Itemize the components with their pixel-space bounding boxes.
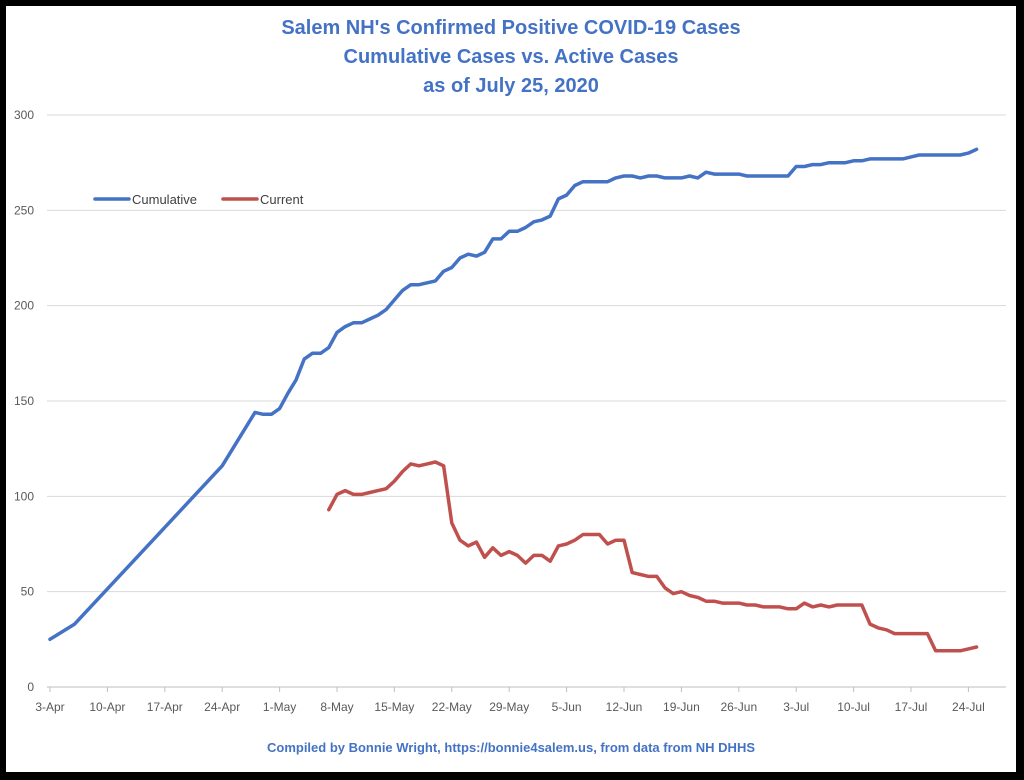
y-tick-label: 0 [27, 680, 34, 694]
chart-title-line-2: Cumulative Cases vs. Active Cases [343, 46, 679, 68]
x-tick-label: 3-Jul [783, 700, 809, 714]
x-tick-label: 10-Jul [837, 700, 870, 714]
x-tick-label: 17-Jul [895, 700, 928, 714]
x-tick-label: 15-May [374, 700, 414, 714]
y-tick-label: 100 [14, 489, 34, 503]
line-chart: 0 50 100 150 200 250 300 3-Apr 10-Apr 17-Apr 24-Ap… [14, 108, 1006, 714]
series-line-cumulative [48, 147, 979, 642]
legend-label-cumulative: Cumulative [132, 192, 197, 207]
x-tick-label: 22-May [432, 700, 472, 714]
chart-title-line-1: Salem NH's Confirmed Positive COVID-19 C… [281, 17, 741, 39]
x-tick-label: 26-Jun [720, 700, 757, 714]
x-tick-label: 10-Apr [89, 700, 125, 714]
x-tick-label: 3-Apr [35, 700, 64, 714]
x-tick-label: 8-May [320, 700, 353, 714]
footer-credit: Compiled by Bonnie Wright, https://bonni… [266, 740, 755, 755]
y-tick-label: 250 [14, 203, 34, 217]
x-tick-label: 19-Jun [663, 700, 700, 714]
x-tick-label: 24-Jul [952, 700, 985, 714]
x-tick-label: 29-May [489, 700, 529, 714]
x-tick-label: 5-Jun [552, 700, 582, 714]
y-tick-label: 200 [14, 299, 34, 313]
series-line-current [327, 460, 979, 653]
chart-frame: Salem NH's Confirmed Positive COVID-19 C… [6, 6, 1016, 772]
y-tick-label: 50 [21, 585, 35, 599]
chart-title-line-3: as of July 25, 2020 [423, 75, 599, 97]
legend-label-current: Current [260, 192, 304, 207]
x-tick-label: 12-Jun [606, 700, 643, 714]
x-tick-label: 1-May [263, 700, 296, 714]
y-tick-label: 150 [14, 394, 34, 408]
chart-title: Salem NH's Confirmed Positive COVID-19 C… [6, 14, 1016, 101]
x-tick-label: 24-Apr [204, 700, 240, 714]
x-tick-label: 17-Apr [147, 700, 183, 714]
y-tick-label: 300 [14, 108, 34, 122]
